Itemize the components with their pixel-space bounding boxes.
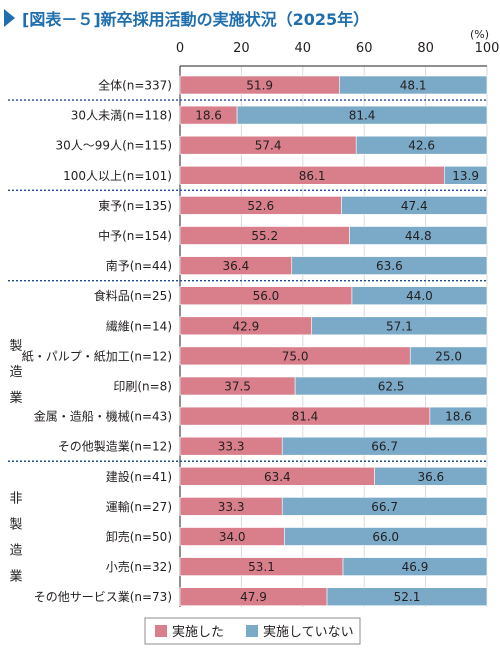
x-tick-label: 100 (475, 41, 500, 56)
bar-value-label: 55.2 (251, 229, 278, 243)
bar-value-label: 42.9 (232, 319, 259, 333)
bar-value-label: 33.3 (218, 440, 245, 454)
bar-segment (339, 75, 488, 95)
unit-label: (%) (470, 28, 489, 41)
bar-segment (294, 376, 488, 396)
category-label: 紙・パルプ・紙加工(n=12) (22, 348, 172, 363)
category-label: 金属・造船・機械(n=43) (34, 409, 172, 424)
bar-segment (284, 527, 488, 546)
title-marker-icon (4, 9, 15, 27)
group-label-char: 製 (9, 518, 22, 533)
category-label: 繊維(n=14) (106, 319, 172, 333)
bar-value-label: 63.4 (264, 470, 291, 484)
bar-value-label: 66.7 (371, 500, 398, 514)
category-label: 南予(n=44) (106, 258, 172, 273)
group-label-char: 非 (9, 492, 22, 507)
x-tick-label: 20 (233, 41, 250, 56)
category-label: 小売(n=32) (106, 559, 172, 574)
bar-segment (374, 466, 488, 486)
group-label-char: 造 (9, 365, 22, 380)
category-label: 中予(n=154) (98, 228, 172, 243)
bar-value-label: 56.0 (253, 289, 280, 303)
legend-label: 実施していない (263, 624, 354, 640)
bar-value-label: 63.6 (376, 259, 403, 273)
bar-value-label: 86.1 (299, 169, 326, 183)
bar-value-label: 53.1 (248, 560, 275, 574)
legend-label: 実施した (172, 624, 224, 640)
bar-value-label: 81.4 (349, 109, 376, 123)
bar-segment (349, 226, 488, 245)
bar-segment (409, 346, 488, 366)
bar-value-label: 37.5 (224, 380, 251, 394)
bar-segment (342, 557, 488, 576)
bar-value-label: 47.4 (401, 199, 428, 213)
bar-value-label: 18.6 (445, 410, 472, 424)
bar-value-label: 34.0 (219, 530, 246, 544)
bar-segment (355, 135, 488, 155)
bar-segment (351, 286, 488, 306)
bar-value-label: 66.0 (372, 530, 399, 544)
bar-value-label: 57.4 (255, 139, 282, 153)
bar-value-label: 44.8 (405, 229, 432, 243)
bar-value-label: 42.6 (408, 139, 435, 153)
bar-value-label: 48.1 (400, 79, 427, 93)
bar-segment (291, 256, 488, 275)
bar-segment (326, 587, 488, 607)
category-label: 100人以上(n=101) (63, 169, 172, 183)
bar-value-label: 47.9 (240, 590, 267, 604)
bar-value-label: 51.9 (246, 79, 273, 93)
category-label: 全体(n=337) (98, 78, 172, 93)
x-tick-label: 80 (417, 41, 434, 56)
bar-value-label: 81.4 (292, 410, 319, 424)
category-label: 東予(n=135) (98, 199, 172, 213)
bar-value-label: 25.0 (435, 349, 462, 363)
bar-value-label: 75.0 (282, 349, 309, 363)
group-label-char: 業 (9, 569, 22, 585)
bar-value-label: 52.1 (394, 590, 421, 604)
bar-segment (281, 436, 488, 456)
bar-value-label: 62.5 (378, 380, 405, 394)
bar-segment (236, 105, 488, 125)
bar-value-label: 52.6 (247, 199, 274, 213)
category-label: 30人～99人(n=115) (56, 139, 172, 153)
legend-swatch (246, 625, 258, 637)
bar-value-label: 44.0 (406, 289, 433, 303)
bar-segment (281, 497, 488, 516)
category-label: 30人未満(n=118) (71, 109, 172, 123)
x-tick-label: 0 (176, 41, 184, 56)
bar-value-label: 46.9 (402, 560, 429, 574)
legend-swatch (155, 625, 167, 637)
category-label: 食料品(n=25) (94, 288, 172, 303)
bar-segment (341, 196, 488, 215)
category-label: 運輸(n=27) (106, 499, 172, 514)
bar-value-label: 36.4 (223, 259, 250, 273)
category-label: 印刷(n=8) (113, 380, 172, 394)
group-label-char: 業 (9, 390, 22, 406)
bar-value-label: 33.3 (218, 500, 245, 514)
category-label: 卸売(n=50) (106, 529, 172, 544)
bar-segment (311, 316, 488, 336)
x-tick-label: 40 (295, 41, 312, 56)
bar-segment (429, 406, 488, 426)
category-label: その他サービス業(n=73) (34, 590, 172, 604)
category-label: その他製造業(n=12) (58, 440, 172, 454)
bar-value-label: 13.9 (452, 169, 479, 183)
bar-value-label: 66.7 (371, 440, 398, 454)
bar-value-label: 36.6 (417, 470, 444, 484)
chart-title: [図表－５]新卒採用活動の実施状況（2025年） (22, 10, 369, 29)
bar-segment (444, 166, 488, 185)
bar-value-label: 57.1 (386, 319, 413, 333)
category-label: 建設(n=41) (106, 469, 172, 484)
bar-value-label: 18.6 (195, 109, 222, 123)
group-label-char: 造 (9, 544, 22, 559)
group-label-char: 製 (9, 339, 22, 354)
x-tick-label: 60 (356, 41, 373, 56)
